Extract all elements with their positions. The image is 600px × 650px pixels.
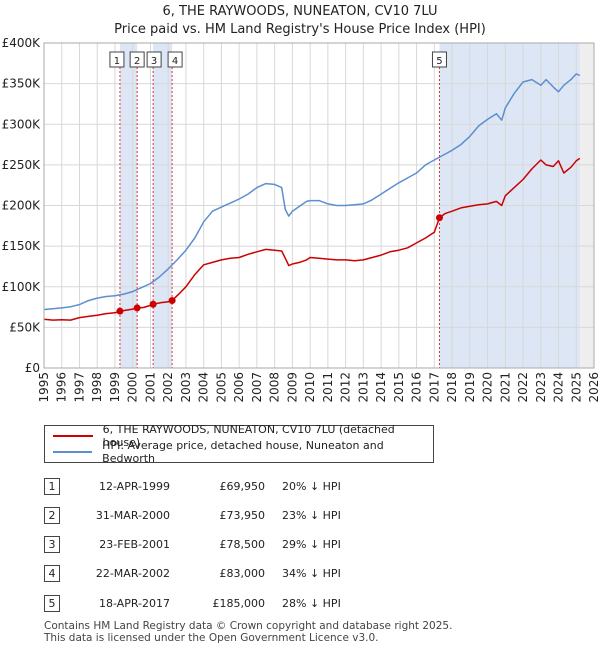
sale-date: 23-FEB-2001: [99, 538, 170, 551]
hpi-line: [43, 73, 581, 311]
sale-label-box: [146, 51, 162, 68]
chart-title: 6, THE RAYWOODS, NUNEATON, CV10 7LU: [162, 4, 438, 19]
table-row: 4 22-MAR-2002 £83,000 34% ↓ HPI: [0, 565, 600, 585]
sale-price: £73,950: [219, 509, 266, 522]
y-tick-label: £100K: [2, 280, 42, 294]
y-tick-label: £200K: [2, 199, 42, 213]
x-tick-label: 2017: [427, 372, 441, 403]
y-tick-label: £300K: [2, 117, 42, 131]
sale-hpi-diff: 34% ↓ HPI: [282, 567, 341, 580]
sale-point: [149, 300, 157, 308]
x-tick-label: 2023: [534, 372, 548, 403]
legend-swatch-hpi: [53, 451, 93, 453]
sale-point: [435, 214, 443, 222]
footer-attribution: Contains HM Land Registry data © Crown c…: [44, 620, 452, 644]
x-tick-label: 1998: [90, 372, 104, 403]
legend: 6, THE RAYWOODS, NUNEATON, CV10 7LU (det…: [44, 423, 434, 465]
x-tick-label: 2012: [339, 372, 353, 403]
sale-price: £185,000: [212, 597, 266, 610]
x-tick-label: 2025: [569, 372, 583, 403]
x-tick-label: 2004: [197, 372, 211, 403]
x-tick-label: 2026: [587, 372, 600, 403]
x-tick-label: 2000: [126, 372, 140, 403]
sale-label-number: 3: [151, 56, 157, 67]
sale-hpi-diff: 28% ↓ HPI: [282, 597, 341, 610]
sale-date: 22-MAR-2002: [95, 567, 170, 580]
x-tick-label: 1999: [108, 372, 122, 403]
legend-label-property: 6, THE RAYWOODS, NUNEATON, CV10 7LU (det…: [102, 423, 395, 449]
x-tick-label: 2008: [268, 372, 282, 403]
x-tick-label: 2016: [410, 372, 424, 403]
x-tick-label: 2021: [498, 372, 512, 403]
sale-label-box: [109, 51, 125, 68]
x-tick-label: 2024: [552, 372, 566, 403]
x-tick-label: 2011: [321, 372, 335, 403]
y-tick-label: £50K: [9, 320, 41, 334]
x-tick-label: 2007: [250, 372, 264, 403]
table-row: 3 23-FEB-2001 £78,500 29% ↓ HPI: [0, 536, 600, 556]
sale-label-number: 2: [134, 56, 140, 67]
sale-hpi-diff: 23% ↓ HPI: [282, 509, 341, 522]
x-tick-label: 2006: [232, 372, 246, 403]
sale-price: £78,500: [219, 538, 266, 551]
x-tick-label: 2010: [303, 372, 317, 403]
x-tick-label: 2015: [392, 372, 406, 403]
sale-label-box: [167, 51, 183, 68]
x-tick-label: 2005: [214, 372, 228, 403]
sale-date: 31-MAR-2000: [95, 509, 170, 522]
sale-date: 18-APR-2017: [98, 597, 170, 610]
sale-point: [168, 297, 176, 305]
sale-hpi-diff: 20% ↓ HPI: [282, 480, 341, 493]
footer-line-2: This data is licensed under the Open Gov…: [44, 632, 379, 644]
y-tick-label: £0: [25, 361, 40, 375]
x-tick-label: 2019: [463, 372, 477, 403]
sale-number-badge: 5: [44, 595, 60, 612]
x-tick-label: 1995: [37, 372, 51, 403]
y-tick-label: £400K: [2, 36, 42, 50]
plot-frame: [43, 42, 595, 369]
sale-number-badge: 3: [44, 536, 60, 553]
sale-number-badge: 4: [44, 565, 60, 582]
legend-item-property: 6, THE RAYWOODS, NUNEATON, CV10 7LU (det…: [53, 423, 433, 449]
y-tick-label: £350K: [2, 77, 42, 91]
footer-line-1: Contains HM Land Registry data © Crown c…: [44, 620, 453, 632]
sale-price: £69,950: [219, 480, 266, 493]
sale-date: 12-APR-1999: [98, 480, 170, 493]
sale-price: £83,000: [219, 567, 266, 580]
sale-number-badge: 2: [44, 507, 60, 524]
x-tick-label: 2022: [516, 372, 530, 403]
table-row: 2 31-MAR-2000 £73,950 23% ↓ HPI: [0, 507, 600, 527]
sale-label-number: 5: [436, 56, 442, 67]
x-tick-label: 2002: [161, 372, 175, 403]
sale-number-badge: 1: [44, 478, 60, 495]
sale-point: [133, 304, 141, 312]
x-tick-label: 2018: [445, 372, 459, 403]
x-tick-label: 2003: [179, 372, 193, 403]
sale-label-box: [129, 51, 145, 68]
x-tick-label: 2013: [356, 372, 370, 403]
price-chart: 1 2 3 4 5£0£50K£100K£150K£200K£250K£300K£350…: [2, 36, 600, 403]
table-row: 1 12-APR-1999 £69,950 20% ↓ HPI: [0, 478, 600, 498]
legend-swatch-property: [53, 435, 93, 437]
y-tick-label: £250K: [2, 158, 42, 172]
legend-label-hpi: HPI: Average price, detached house, Nune…: [102, 439, 384, 465]
x-tick-label: 2014: [374, 372, 388, 403]
chart-subtitle: Price paid vs. HM Land Registry's House …: [114, 22, 486, 37]
sale-label-box: [431, 51, 447, 68]
legend-item-hpi: HPI: Average price, detached house, Nune…: [53, 439, 433, 465]
sale-label-number: 4: [172, 56, 178, 67]
sale-label-number: 1: [114, 56, 120, 67]
x-tick-label: 1997: [72, 372, 86, 403]
sale-hpi-diff: 29% ↓ HPI: [282, 538, 341, 551]
sale-point: [116, 307, 124, 315]
x-tick-label: 1996: [55, 372, 69, 403]
y-tick-label: £150K: [2, 239, 42, 253]
table-row: 5 18-APR-2017 £185,000 28% ↓ HPI: [0, 595, 600, 615]
x-tick-label: 2020: [481, 372, 495, 403]
x-tick-label: 2001: [143, 372, 157, 403]
x-tick-label: 2009: [285, 372, 299, 403]
